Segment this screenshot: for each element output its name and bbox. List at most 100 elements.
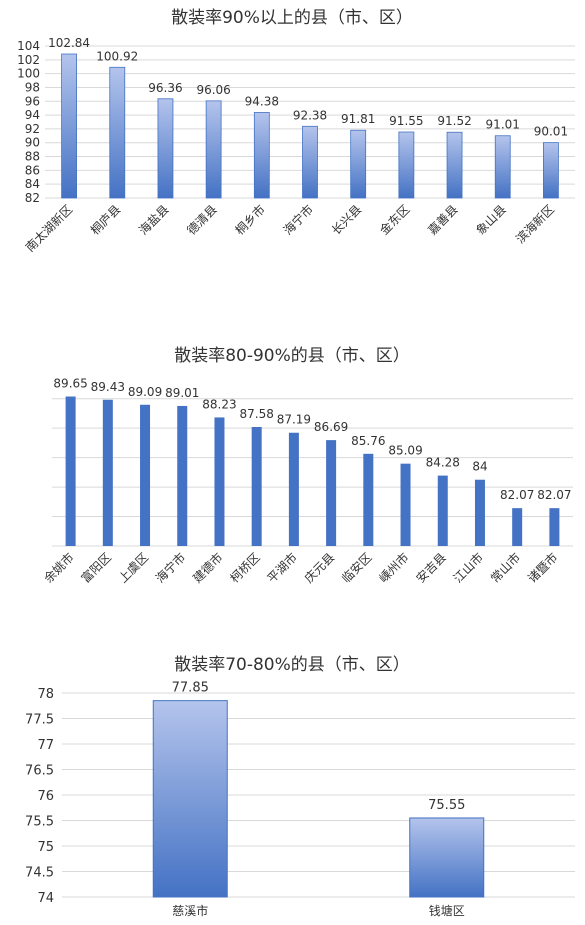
chart-70-80: 散装率70-80%的县（市、区） 74 74.5 75 75.5 76 76.5 77 77.… xyxy=(25,655,575,918)
chart-2-category-label: 安吉县 xyxy=(413,550,449,586)
chart-2-category-label: 上虞区 xyxy=(116,550,151,585)
chart-3-data-label: 75.55 xyxy=(428,798,465,813)
chart-2-category-label: 建德市 xyxy=(190,550,226,586)
chart-1-category-label: 德清县 xyxy=(184,202,220,238)
chart-2-x-axis: 余姚市 富阳区 上虞区 海宁市 建德市 柯桥区 平湖市 庆元县 临安区 嵊州市 安吉县 江山市 常山市诸… xyxy=(41,550,561,586)
chart-1-y-tick-label: 82 xyxy=(25,191,40,205)
chart-3-y-tick-label: 77.5 xyxy=(25,713,54,728)
chart-2-category-label: 平湖市 xyxy=(264,550,300,586)
chart-3-category-label: 钱塘区 xyxy=(429,903,465,918)
chart-1-y-tick-label: 100 xyxy=(17,67,40,81)
chart-2-data-label: 86.69 xyxy=(314,420,348,434)
chart-1-category-label: 金东区 xyxy=(376,202,412,238)
chart-3-x-axis: 慈溪市 钱塘区 xyxy=(172,903,465,918)
chart-2-data-label: 87.19 xyxy=(277,413,311,427)
chart-1-x-axis: 南太湖新区 桐庐县 海盐县 德清县 桐乡市 海宁市 长兴县 金东区 嘉善县 象山县 滨海新区 xyxy=(22,202,557,255)
chart-2-data-label: 85.76 xyxy=(351,434,385,448)
chart-2-data-label: 82.07 xyxy=(500,488,534,502)
chart-1-y-tick-label: 96 xyxy=(25,94,40,108)
chart-1-bar xyxy=(350,129,367,199)
chart-1-bars xyxy=(61,53,559,199)
chart-1-y-tick-label: 86 xyxy=(25,163,40,177)
chart-1-y-tick-label: 98 xyxy=(25,80,40,94)
chart-1-data-label: 102.84 xyxy=(48,36,90,50)
chart-1-data-label: 96.36 xyxy=(148,81,182,95)
chart-3-y-tick-label: 77 xyxy=(37,738,54,753)
chart-3-bar xyxy=(409,817,485,898)
chart-3-y-tick-label: 74 xyxy=(37,891,54,906)
chart-1-bar xyxy=(157,98,174,199)
chart-2-category-label: 诸暨市 xyxy=(524,550,560,586)
chart-1-category-label: 海盐县 xyxy=(136,202,172,238)
chart-1-y-tick-label: 84 xyxy=(25,177,40,191)
chart-3-y-tick-label: 76.5 xyxy=(25,764,54,779)
chart-1-data-label: 91.52 xyxy=(437,114,471,128)
chart-1-y-tick-label: 92 xyxy=(25,122,40,136)
chart-2-bars xyxy=(65,396,560,546)
chart-2-bar xyxy=(214,417,225,546)
chart-2-data-label: 89.65 xyxy=(53,377,87,391)
chart-3-y-tick-label: 76 xyxy=(37,789,54,804)
chart-1-category-label: 长兴县 xyxy=(329,202,364,237)
chart-3-category-label: 慈溪市 xyxy=(172,903,208,918)
chart-2-data-label: 84.28 xyxy=(426,456,460,470)
chart-2-data-label: 84 xyxy=(472,460,487,474)
chart-2-data-label: 89.01 xyxy=(165,386,199,400)
chart-1-bar xyxy=(446,131,463,199)
chart-2-bar xyxy=(437,475,448,546)
chart-2-category-label: 海宁市 xyxy=(152,550,188,586)
chart-3-gridlines xyxy=(62,692,575,898)
chart-2-title: 散装率80-90%的县（市、区） xyxy=(174,346,410,366)
chart-1-data-label: 94.38 xyxy=(245,94,279,108)
chart-2-bar xyxy=(363,453,374,546)
chart-3-bar xyxy=(152,700,228,898)
chart-3-y-axis: 74 74.5 75 75.5 76 76.5 77 77.5 78 xyxy=(25,687,54,906)
chart-2-bar xyxy=(549,508,560,546)
chart-1-y-tick-label: 94 xyxy=(25,108,40,122)
chart-1-data-label: 90.01 xyxy=(534,125,568,139)
chart-2-data-label: 89.43 xyxy=(91,380,125,394)
chart-2-bar xyxy=(140,404,151,546)
chart-1-data-label: 100.92 xyxy=(96,49,138,63)
chart-1-title: 散装率90%以上的县（市、区） xyxy=(171,8,413,28)
chart-1-data-labels: 102.84 100.92 96.36 96.06 94.38 92.38 91.81 91.… xyxy=(48,36,568,139)
chart-2-bar xyxy=(326,440,337,546)
chart-3-data-labels: 77.85 75.55 xyxy=(172,681,466,813)
chart-1-category-label: 滨海新区 xyxy=(512,202,557,247)
chart-2-gridlines xyxy=(52,398,573,547)
chart-1-bar xyxy=(302,125,318,199)
chart-2-bar xyxy=(512,508,523,546)
chart-1-category-label: 海宁市 xyxy=(280,202,316,238)
chart-2-category-label: 常山市 xyxy=(487,550,523,586)
chart-2-bar xyxy=(474,479,485,546)
chart-1-data-label: 96.06 xyxy=(196,83,230,97)
chart-2-bar xyxy=(102,399,113,546)
chart-2-category-label: 富阳区 xyxy=(78,550,114,586)
chart-1-category-label: 南太湖新区 xyxy=(22,202,75,255)
chart-2-bar xyxy=(288,432,299,546)
chart-2-bar xyxy=(400,463,411,546)
chart-3-y-tick-label: 75 xyxy=(37,840,54,855)
chart-2-bar xyxy=(65,396,76,546)
chart-1-y-tick-label: 90 xyxy=(25,136,40,150)
chart-1-y-tick-label: 88 xyxy=(25,150,40,164)
chart-1-data-label: 91.55 xyxy=(389,114,423,128)
chart-1-bar xyxy=(205,100,222,199)
chart-2-category-label: 嵊州市 xyxy=(376,550,412,586)
chart-1-bar xyxy=(253,112,270,199)
chart-2-data-label: 82.07 xyxy=(537,488,571,502)
chart-2-category-label: 余姚市 xyxy=(41,550,77,586)
chart-1-category-label: 嘉善县 xyxy=(425,202,461,238)
chart-3-y-tick-label: 78 xyxy=(37,687,54,702)
chart-2-category-label: 临安区 xyxy=(338,550,374,586)
chart-1-bar xyxy=(494,135,511,199)
chart-2-data-label: 89.09 xyxy=(128,385,162,399)
chart-1-y-tick-label: 102 xyxy=(17,53,40,67)
chart-1-y-tick-label: 104 xyxy=(17,39,40,53)
chart-1-category-label: 象山县 xyxy=(473,202,508,237)
chart-3-bars xyxy=(152,700,485,898)
chart-1-category-label: 桐乡市 xyxy=(232,202,268,238)
chart-2-category-label: 江山市 xyxy=(450,550,486,586)
